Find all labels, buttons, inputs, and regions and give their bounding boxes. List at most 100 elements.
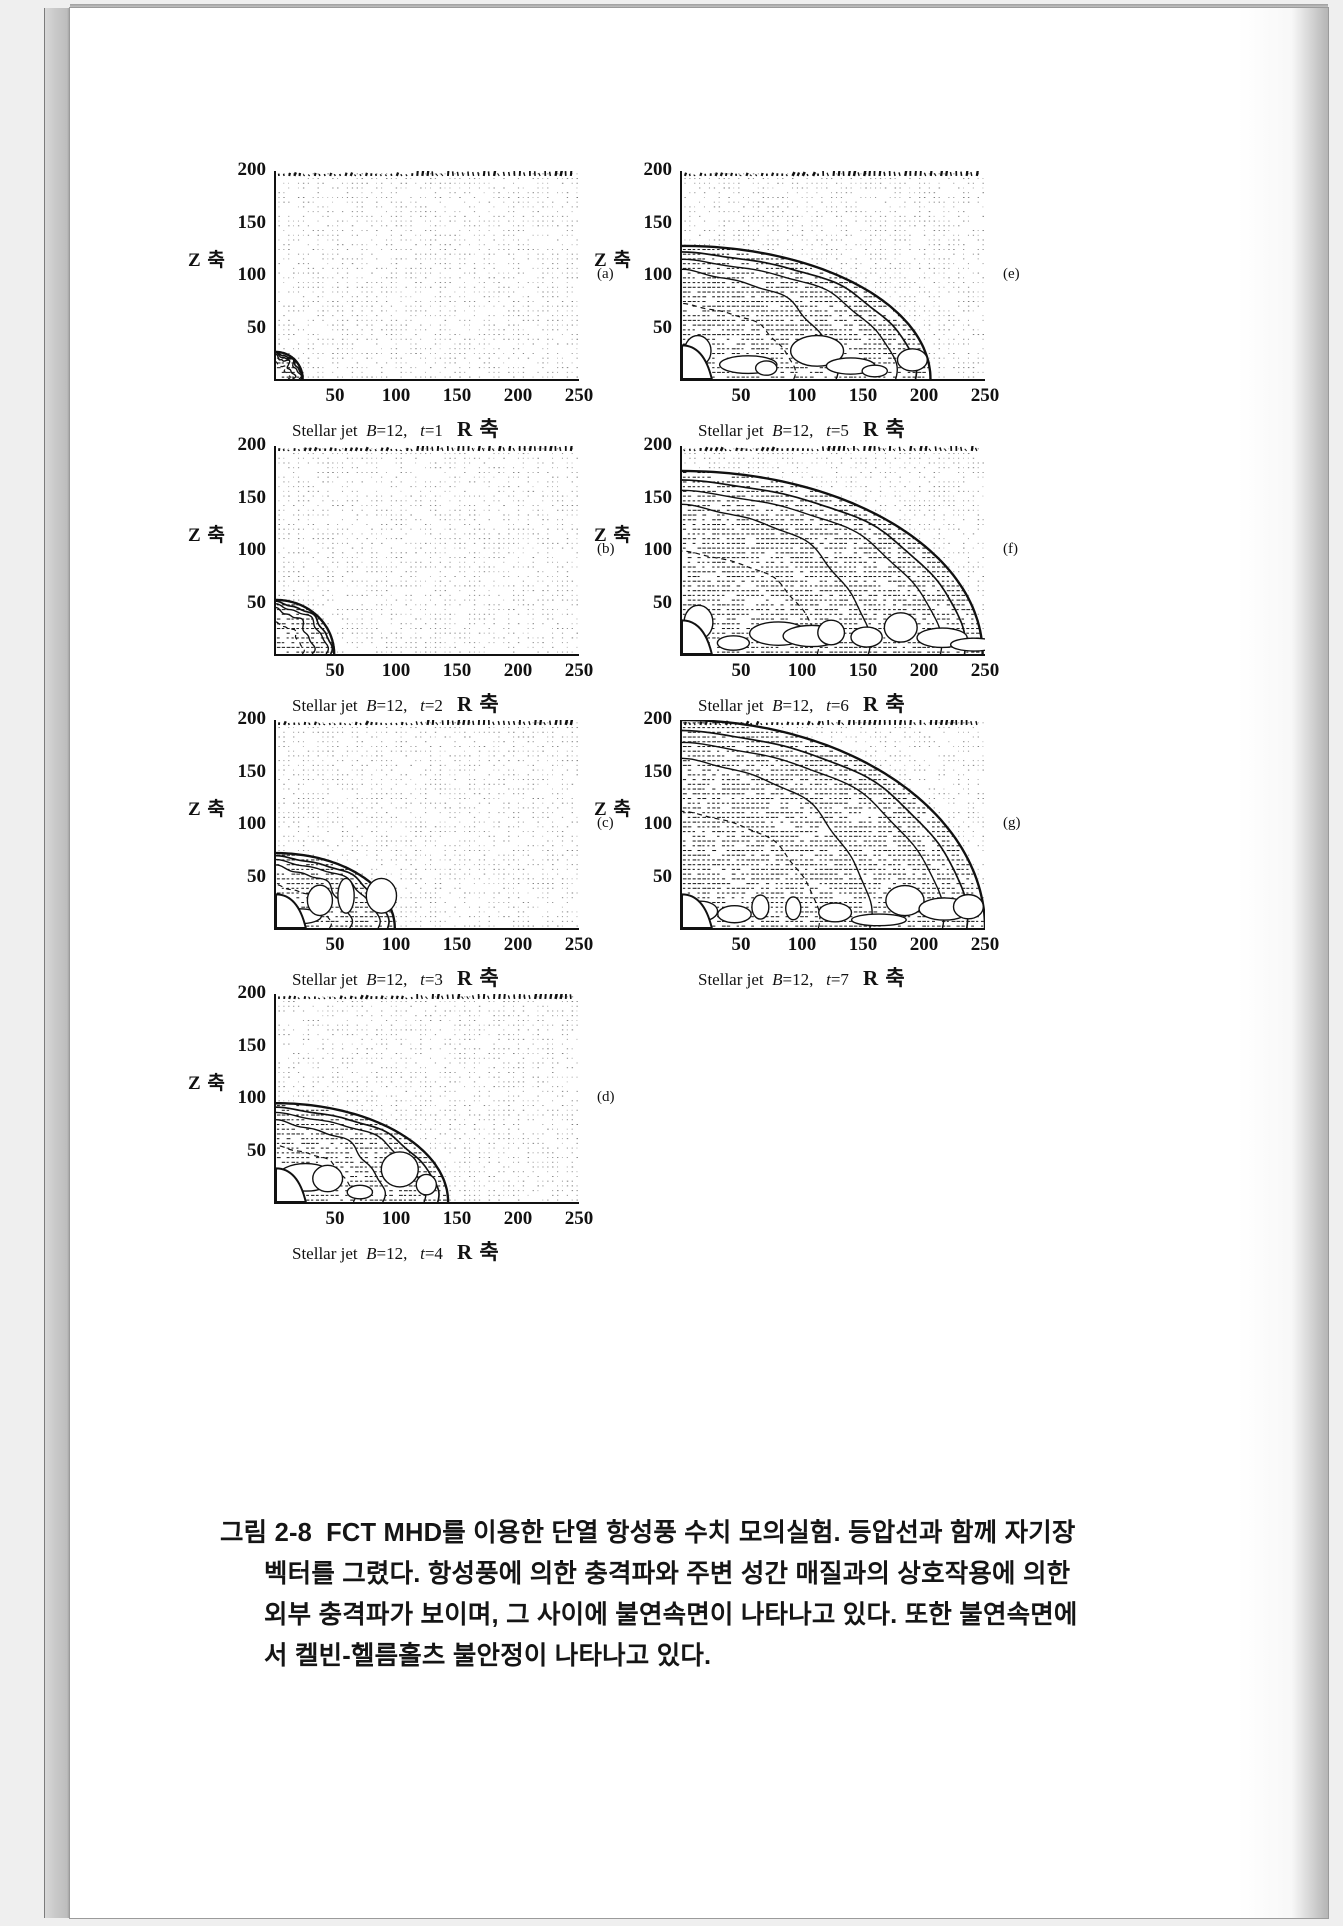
x-tick-label-150: 150 (442, 660, 472, 681)
pressure-contours (682, 720, 985, 928)
caption-line-4: 서 켈빈-헬름홀츠 불안정이 나타나고 있다. (264, 1642, 712, 1670)
figure-2-8: Z 축 200 150 100 50 50 100 150 200 250 (a) Stellar j… (70, 8, 1328, 1918)
y-axis-label: Z 축 (594, 525, 632, 547)
panel-letter-c: (c) (597, 815, 614, 831)
caption-line-1: 그림 2-8 FCT MHD를 이용한 단열 항성풍 수치 모의실험. 등압선과 … (220, 1513, 1230, 1554)
panel-param-B: B (366, 696, 377, 715)
x-tick-label-100: 100 (787, 660, 817, 681)
panel-letter-f: (f) (1003, 541, 1018, 557)
x-tick-label-50: 50 (325, 385, 345, 406)
plot-area-g (680, 720, 985, 930)
book-binding-edge (44, 8, 72, 1918)
y-tick-label-150: 150 (643, 211, 673, 233)
panel-subcaption-f: Stellar jet B=12, t=6 R 축 (698, 688, 906, 718)
panel-model-name: Stellar jet (292, 970, 358, 989)
y-tick-label-200: 200 (643, 159, 673, 180)
panel-letter-g: (g) (1003, 815, 1021, 831)
x-tick-label-100: 100 (381, 385, 411, 406)
x-tick-label-50: 50 (731, 660, 751, 681)
panel-param-B: B (772, 421, 783, 440)
panel-param-B: B (772, 970, 783, 989)
contour-canvas (682, 171, 985, 379)
panel-letter-e: (e) (1003, 266, 1020, 282)
x-tick-label-200: 200 (909, 934, 939, 955)
panel-subcaption-b: Stellar jet B=12, t=2 R 축 (292, 688, 500, 718)
y-tick-label-100: 100 (237, 264, 267, 285)
panel-param-t-value: =4 (424, 1244, 443, 1263)
panel-model-name: Stellar jet (292, 1244, 358, 1263)
panel-subcaption-a: Stellar jet B=12, t=1 R 축 (292, 413, 500, 443)
top-boundary-vectors (277, 171, 573, 177)
x-tick-label-150: 150 (848, 385, 878, 406)
panel-param-t-value: =5 (830, 421, 849, 440)
contour-canvas (276, 720, 579, 928)
top-boundary-vectors (278, 720, 574, 726)
panel-param-t-value: =7 (830, 970, 849, 989)
x-tick-label-200: 200 (503, 385, 533, 406)
y-tick-label-100: 100 (237, 813, 267, 834)
x-tick-label-150: 150 (442, 1208, 472, 1229)
panel-model-name: Stellar jet (292, 421, 358, 440)
panel-param-B-value: =12, (782, 696, 814, 715)
panel-param-t: t (826, 970, 831, 989)
x-axis-label: R 축 (862, 692, 906, 716)
pressure-contours (276, 350, 304, 379)
x-tick-label-50: 50 (325, 660, 345, 681)
panel-param-t: t (420, 1244, 425, 1263)
x-axis-label: R 축 (862, 966, 906, 990)
panel-param-B-value: =12, (376, 421, 408, 440)
panel-subcaption-d: Stellar jet B=12, t=4 R 축 (292, 1236, 500, 1266)
page-top-edge (70, 4, 1328, 9)
contour-canvas (276, 171, 579, 379)
y-tick-label-100: 100 (643, 539, 673, 560)
caption-line-3: 외부 충격파가 보이며, 그 사이에 불연속면이 나타나고 있다. 또한 불연속… (264, 1601, 1078, 1629)
x-axis-label: R 축 (456, 1240, 500, 1264)
y-tick-label-150: 150 (643, 486, 673, 508)
x-tick-label-250: 250 (564, 1208, 594, 1229)
y-axis-label: Z 축 (594, 799, 632, 821)
panel-param-t-value: =6 (830, 696, 849, 715)
x-tick-label-200: 200 (503, 934, 533, 955)
panel-param-B: B (366, 1244, 377, 1263)
y-tick-label-50: 50 (653, 865, 672, 887)
y-tick-label-50: 50 (653, 591, 672, 613)
kelvin-helmholtz-blobs (276, 1151, 438, 1202)
pressure-contours (682, 244, 932, 379)
x-tick-label-200: 200 (503, 1208, 533, 1229)
caption-line-2: 벡터를 그렸다. 항성풍에 의한 충격파와 주변 성간 매질과의 상호작용에 의… (264, 1560, 1071, 1588)
panel-param-B-value: =12, (376, 696, 408, 715)
panel-subcaption-e: Stellar jet B=12, t=5 R 축 (698, 413, 906, 443)
panel-param-B: B (366, 421, 377, 440)
panel-param-B-value: =12, (782, 421, 814, 440)
panel-param-t-value: =3 (424, 970, 443, 989)
panel-param-B-value: =12, (782, 970, 814, 989)
kelvin-helmholtz-blobs (682, 604, 985, 654)
panel-model-name: Stellar jet (292, 696, 358, 715)
x-tick-label-50: 50 (731, 934, 751, 955)
x-tick-label-100: 100 (787, 934, 817, 955)
x-tick-label-200: 200 (909, 660, 939, 681)
y-axis-label: Z 축 (594, 250, 632, 272)
panel-param-t: t (420, 970, 425, 989)
x-tick-label-50: 50 (325, 934, 345, 955)
x-axis-label: R 축 (456, 692, 500, 716)
y-tick-label-150: 150 (237, 1034, 267, 1056)
top-boundary-vectors (683, 171, 979, 177)
y-tick-label-150: 150 (643, 760, 673, 782)
top-boundary-vectors (277, 446, 573, 452)
x-tick-label-100: 100 (787, 385, 817, 406)
panel-param-t: t (826, 421, 831, 440)
panel-param-B: B (772, 696, 783, 715)
y-axis-label: Z 축 (188, 525, 226, 547)
panel-param-t: t (420, 696, 425, 715)
x-tick-label-50: 50 (731, 385, 751, 406)
caption-figure-number: 그림 2-8 (220, 1519, 313, 1547)
y-tick-label-200: 200 (643, 708, 673, 729)
top-boundary-vectors (683, 720, 978, 726)
panel-param-t-value: =1 (424, 421, 443, 440)
contour-canvas (682, 720, 985, 928)
y-tick-label-100: 100 (237, 1087, 267, 1108)
y-tick-label-50: 50 (247, 865, 266, 887)
kelvin-helmholtz-blobs (682, 884, 985, 928)
panel-param-B: B (366, 970, 377, 989)
